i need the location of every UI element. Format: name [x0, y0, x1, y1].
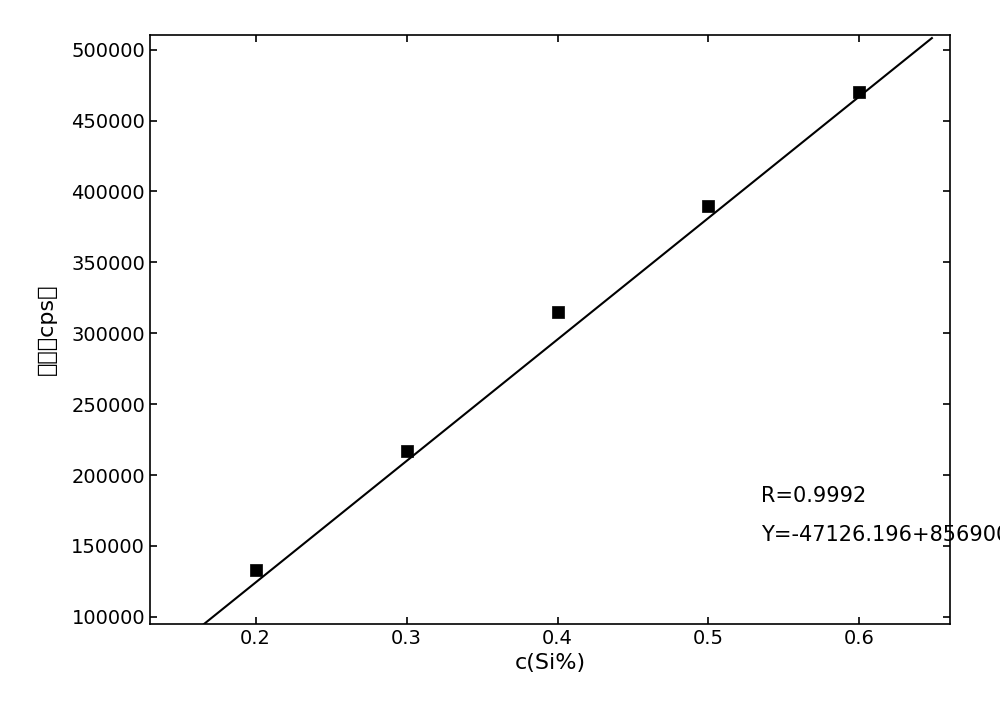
Text: Y=-47126.196+856900.86X: Y=-47126.196+856900.86X [761, 525, 1000, 545]
Point [399, 445, 415, 457]
Point [851, 86, 867, 98]
Y-axis label: 强度（cps）: 强度（cps） [37, 284, 57, 376]
X-axis label: c(Si%): c(Si%) [514, 653, 586, 674]
Point [248, 564, 264, 576]
Point [700, 200, 716, 211]
Point [550, 306, 566, 318]
Text: R=0.9992: R=0.9992 [761, 486, 867, 506]
